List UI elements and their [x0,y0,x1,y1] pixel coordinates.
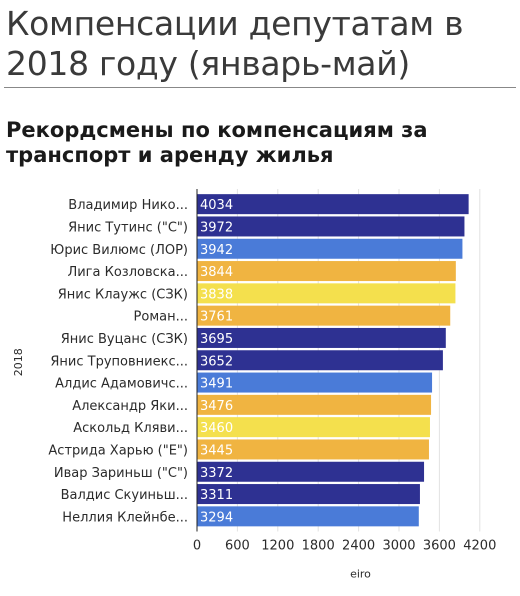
category-label: Астрида Харью ("Е") [48,443,188,458]
bar [197,484,420,505]
bar [197,283,456,304]
bar [197,305,451,326]
category-label: Владимир Нико... [68,198,188,213]
category-label: Янис Клаужс (СЗК) [58,287,188,302]
bar-value-label: 3372 [200,466,233,481]
bar-value-label: 3838 [200,287,233,302]
bar [197,506,419,527]
bar [197,372,433,393]
x-tick-label: 600 [225,539,250,554]
x-tick-label: 0 [193,539,201,554]
bar [197,238,463,259]
category-label: Алдис Адамовичс... [55,377,188,392]
x-tick-label: 1200 [261,539,294,554]
category-label: Ивар Зариньш ("С") [54,466,188,481]
chart-title: Компенсации депутатам в 2018 году (январ… [6,4,464,83]
bar [197,216,465,237]
x-tick-label: 1800 [302,539,335,554]
bar-value-label: 3491 [200,377,233,392]
bar [197,350,443,371]
bar [197,194,469,215]
category-label: Янис Вуцанс (СЗК) [61,332,188,347]
x-tick-label: 3000 [382,539,415,554]
bar [197,261,456,282]
x-tick-label: 2400 [342,539,375,554]
category-label: Юрис Вилюмс (ЛОР) [50,243,188,258]
bar-value-label: 3652 [200,354,233,369]
category-label: Неллия Клейнбе... [62,510,188,525]
category-label: Аскольд Кляви... [73,421,188,436]
bar-value-label: 3695 [200,332,233,347]
bar [197,439,429,460]
bar-value-label: 3445 [200,443,233,458]
bar-value-label: 3972 [200,220,233,235]
bar-value-label: 3942 [200,243,233,258]
category-label: Роман... [134,310,188,325]
bar-value-label: 3844 [200,265,233,280]
category-label: Янис Труповниекс... [50,354,188,369]
bar [197,394,432,415]
category-label: Янис Тутинс ("С") [68,220,188,235]
category-label: Валдис Скуиньш... [61,488,188,503]
bar-value-label: 3460 [200,421,233,436]
bar-value-label: 3761 [200,310,233,325]
bar [197,417,430,438]
bar-value-label: 3476 [200,399,233,414]
category-label: Лига Козловска... [67,265,188,280]
x-tick-label: 3600 [423,539,456,554]
bar [197,327,446,348]
chart-subtitle: Рекордсмены по компенсациям за транспорт… [6,118,428,167]
y-axis-title: 2018 [12,348,25,376]
bar [197,461,425,482]
x-tick-label: 4200 [463,539,496,554]
title-divider [4,87,516,88]
bar-value-label: 3294 [200,510,233,525]
bar-value-label: 3311 [200,488,233,503]
category-label: Александр Яки... [72,399,188,414]
x-axis-title: eiro [350,568,371,581]
bar-value-label: 4034 [200,198,233,213]
